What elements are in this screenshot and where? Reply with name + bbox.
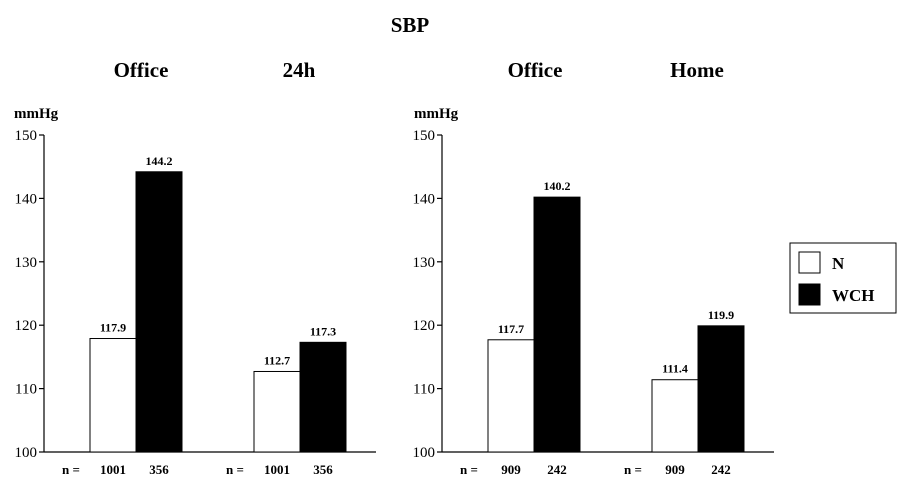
group-title: 24h <box>283 58 316 82</box>
y-axis-unit: mmHg <box>414 106 459 122</box>
chart-panel-left: Office 24h mmHg 100 110 120 130 140 150 117.9 144.… <box>14 58 376 477</box>
n-prefix: n = <box>624 462 642 477</box>
y-axis-unit: mmHg <box>14 106 59 122</box>
bar-wch <box>533 196 581 453</box>
legend-label-wch: WCH <box>832 286 875 305</box>
n-count: 1001 <box>100 462 126 477</box>
data-label: 117.3 <box>310 324 336 338</box>
n-count: 356 <box>149 462 169 477</box>
bar-n <box>89 338 137 453</box>
bar-wch <box>697 325 745 453</box>
data-label: 111.4 <box>662 362 688 376</box>
n-count: 356 <box>313 462 333 477</box>
y-tick-label: 140 <box>15 191 38 207</box>
data-label: 144.2 <box>146 154 173 168</box>
y-tick-label: 110 <box>413 382 435 398</box>
y-tick-label: 150 <box>413 128 436 144</box>
y-tick-label: 140 <box>413 191 436 207</box>
y-tick-label: 120 <box>15 318 38 334</box>
bar-wch <box>135 171 183 453</box>
n-prefix: n = <box>226 462 244 477</box>
data-label: 112.7 <box>264 353 290 367</box>
y-tick-label: 150 <box>15 128 38 144</box>
n-count: 909 <box>665 462 685 477</box>
n-count: 242 <box>711 462 731 477</box>
y-tick-label: 130 <box>413 255 436 271</box>
data-label: 117.9 <box>100 321 126 335</box>
n-prefix: n = <box>62 462 80 477</box>
data-label: 119.9 <box>708 308 734 322</box>
y-tick-label: 100 <box>413 445 436 461</box>
group-title: Home <box>670 58 724 82</box>
bar-n <box>487 339 535 453</box>
bar-wch <box>299 341 347 453</box>
group-title: Office <box>508 58 563 82</box>
group-title: Office <box>114 58 169 82</box>
y-tick-label: 100 <box>15 445 38 461</box>
data-label: 140.2 <box>544 179 571 193</box>
bar-n <box>651 379 699 453</box>
y-tick-label: 130 <box>15 255 38 271</box>
y-tick-label: 110 <box>15 382 37 398</box>
legend: N WCH <box>789 242 897 314</box>
chart-panel-right: Office Home mmHg 100 110 120 130 140 150 117.7 140… <box>413 58 774 477</box>
legend-label-n: N <box>832 254 845 273</box>
chart-title: SBP <box>391 13 430 37</box>
bar-n <box>253 370 301 453</box>
y-tick-label: 120 <box>413 318 436 334</box>
n-count: 909 <box>501 462 521 477</box>
n-count: 1001 <box>264 462 290 477</box>
n-prefix: n = <box>460 462 478 477</box>
n-count: 242 <box>547 462 567 477</box>
legend-swatch-wch <box>798 283 821 306</box>
data-label: 117.7 <box>498 322 524 336</box>
legend-swatch-n <box>798 251 821 274</box>
